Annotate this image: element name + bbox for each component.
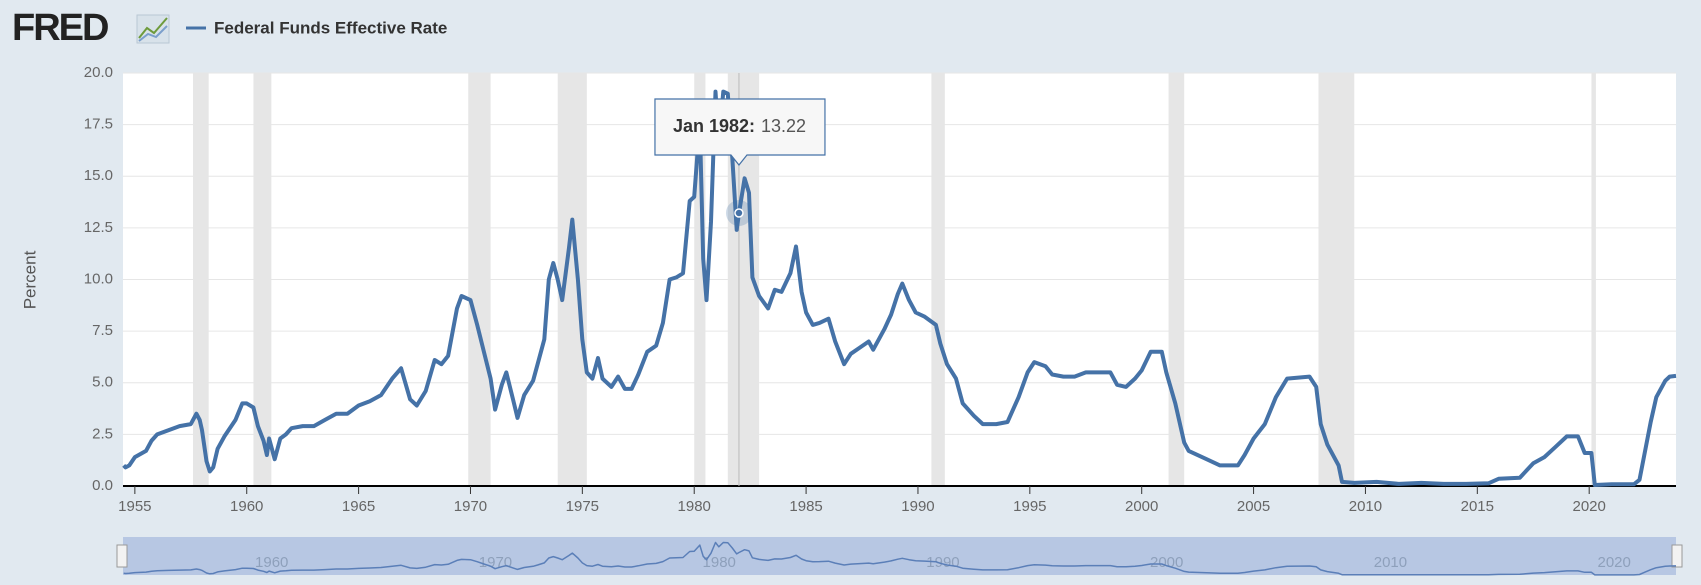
y-tick-label: 12.5 xyxy=(84,219,113,236)
navigator-line xyxy=(123,541,1677,576)
logo[interactable]: FRED xyxy=(12,7,110,49)
x-tick-label: 2010 xyxy=(1349,498,1382,515)
navigator-label: 2010 xyxy=(1374,554,1407,571)
x-tick-label: 2005 xyxy=(1237,498,1270,515)
x-tick-label: 1990 xyxy=(901,498,934,515)
y-tick-label: 7.5 xyxy=(92,322,113,339)
y-tick-label: 0.0 xyxy=(92,477,113,494)
y-tick-label: 2.5 xyxy=(92,425,113,442)
y-tick-label: 20.0 xyxy=(84,64,113,81)
tooltip-text: Jan 1982: 13.22 xyxy=(673,116,806,136)
navigator-handle[interactable] xyxy=(116,544,128,568)
x-tick-label: 1995 xyxy=(1013,498,1046,515)
y-tick-label: 17.5 xyxy=(84,116,113,133)
x-tick-label: 1975 xyxy=(566,498,599,515)
navigator-label: 1990 xyxy=(926,554,959,571)
navigator-label: 2020 xyxy=(1598,554,1631,571)
tooltip-box xyxy=(654,98,826,166)
y-tick-label: 10.0 xyxy=(84,270,113,287)
navigator-window[interactable] xyxy=(123,537,1676,575)
tooltip: Jan 1982: 13.22 xyxy=(654,98,826,166)
navigator-label: 1960 xyxy=(255,554,288,571)
navigator-label: 2000 xyxy=(1150,554,1183,571)
x-tick-label: 2000 xyxy=(1125,498,1158,515)
hover-point xyxy=(734,208,744,218)
x-tick-label: 1985 xyxy=(789,498,822,515)
y-axis-label: Percent xyxy=(20,250,39,309)
x-tick-label: 1960 xyxy=(230,498,263,515)
x-tick-label: 1955 xyxy=(118,498,151,515)
x-tick-label: 1970 xyxy=(454,498,487,515)
tooltip-label: Jan 1982: xyxy=(673,116,755,136)
tooltip-value: 13.22 xyxy=(761,116,806,136)
y-tick-label: 15.0 xyxy=(84,167,113,184)
x-tick-label: 2015 xyxy=(1461,498,1494,515)
legend-label[interactable]: Federal Funds Effective Rate xyxy=(214,18,447,37)
x-tick-label: 2020 xyxy=(1573,498,1606,515)
logo-icon xyxy=(136,14,170,44)
x-tick-label: 1980 xyxy=(678,498,711,515)
navigator-label: 1980 xyxy=(703,554,736,571)
y-tick-label: 5.0 xyxy=(92,374,113,391)
x-tick-label: 1965 xyxy=(342,498,375,515)
navigator-handle[interactable] xyxy=(1671,544,1683,568)
